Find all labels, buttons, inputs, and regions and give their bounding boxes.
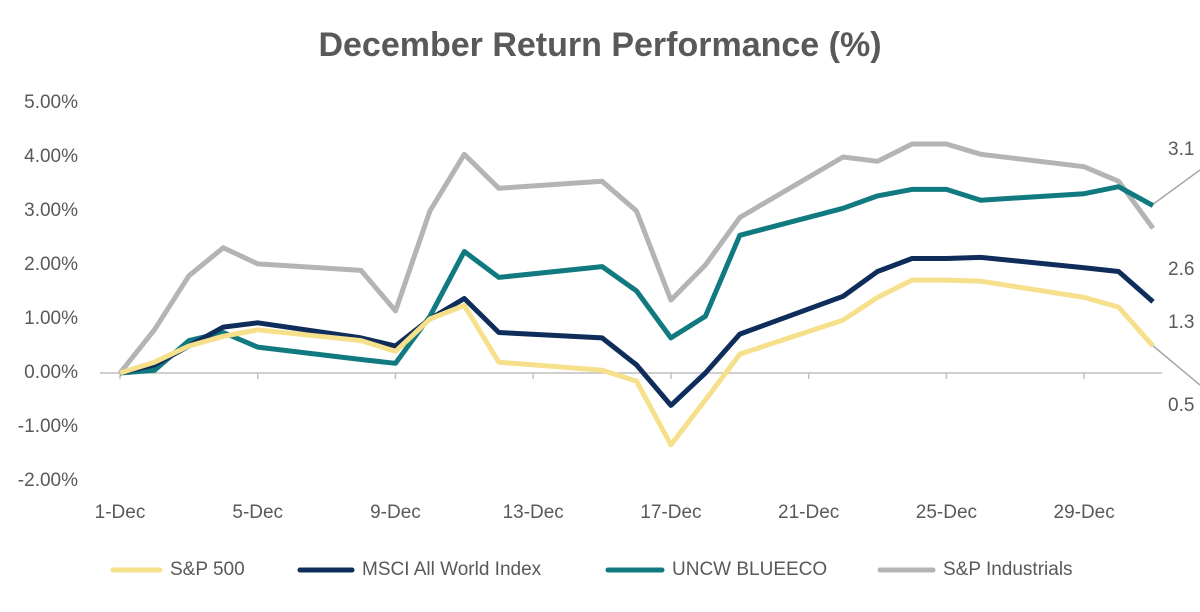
y-tick-label: -1.00% [18, 416, 78, 437]
legend-label: S&P 500 [170, 559, 245, 580]
series-line [119, 184, 1155, 376]
y-tick-label: 2.00% [24, 254, 78, 275]
leader-line [1151, 169, 1200, 206]
x-tick-label: 25-Dec [916, 502, 977, 523]
data-label: 0.5 [1168, 395, 1194, 416]
data-label: 1.3 [1168, 312, 1194, 333]
series-line [119, 277, 1155, 448]
y-tick-label: -2.00% [18, 470, 78, 491]
y-tick-label: 3.00% [24, 200, 78, 221]
x-tick-label: 1-Dec [95, 502, 146, 523]
x-tick-label: 5-Dec [232, 502, 283, 523]
legend-label: S&P Industrials [943, 559, 1073, 580]
y-tick-label: 4.00% [24, 146, 78, 167]
data-label: 2.6 [1168, 259, 1194, 280]
leader-line [1151, 344, 1200, 386]
legend-label: MSCI All World Index [362, 559, 542, 580]
x-tick-label: 29-Dec [1054, 502, 1115, 523]
series-line [119, 254, 1155, 408]
legend-label: UNCW BLUEECO [672, 559, 827, 580]
x-tick-label: 21-Dec [778, 502, 839, 523]
x-tick-label: 9-Dec [370, 502, 421, 523]
y-tick-label: 1.00% [24, 308, 78, 329]
data-label: 3.1 [1168, 139, 1194, 160]
y-tick-label: 5.00% [24, 92, 78, 113]
series-line [118, 141, 1156, 375]
x-tick-label: 17-Dec [640, 502, 701, 523]
x-tick-label: 13-Dec [503, 502, 564, 523]
chart-title: December Return Performance (%) [318, 26, 881, 64]
y-tick-label: 0.00% [24, 362, 78, 383]
